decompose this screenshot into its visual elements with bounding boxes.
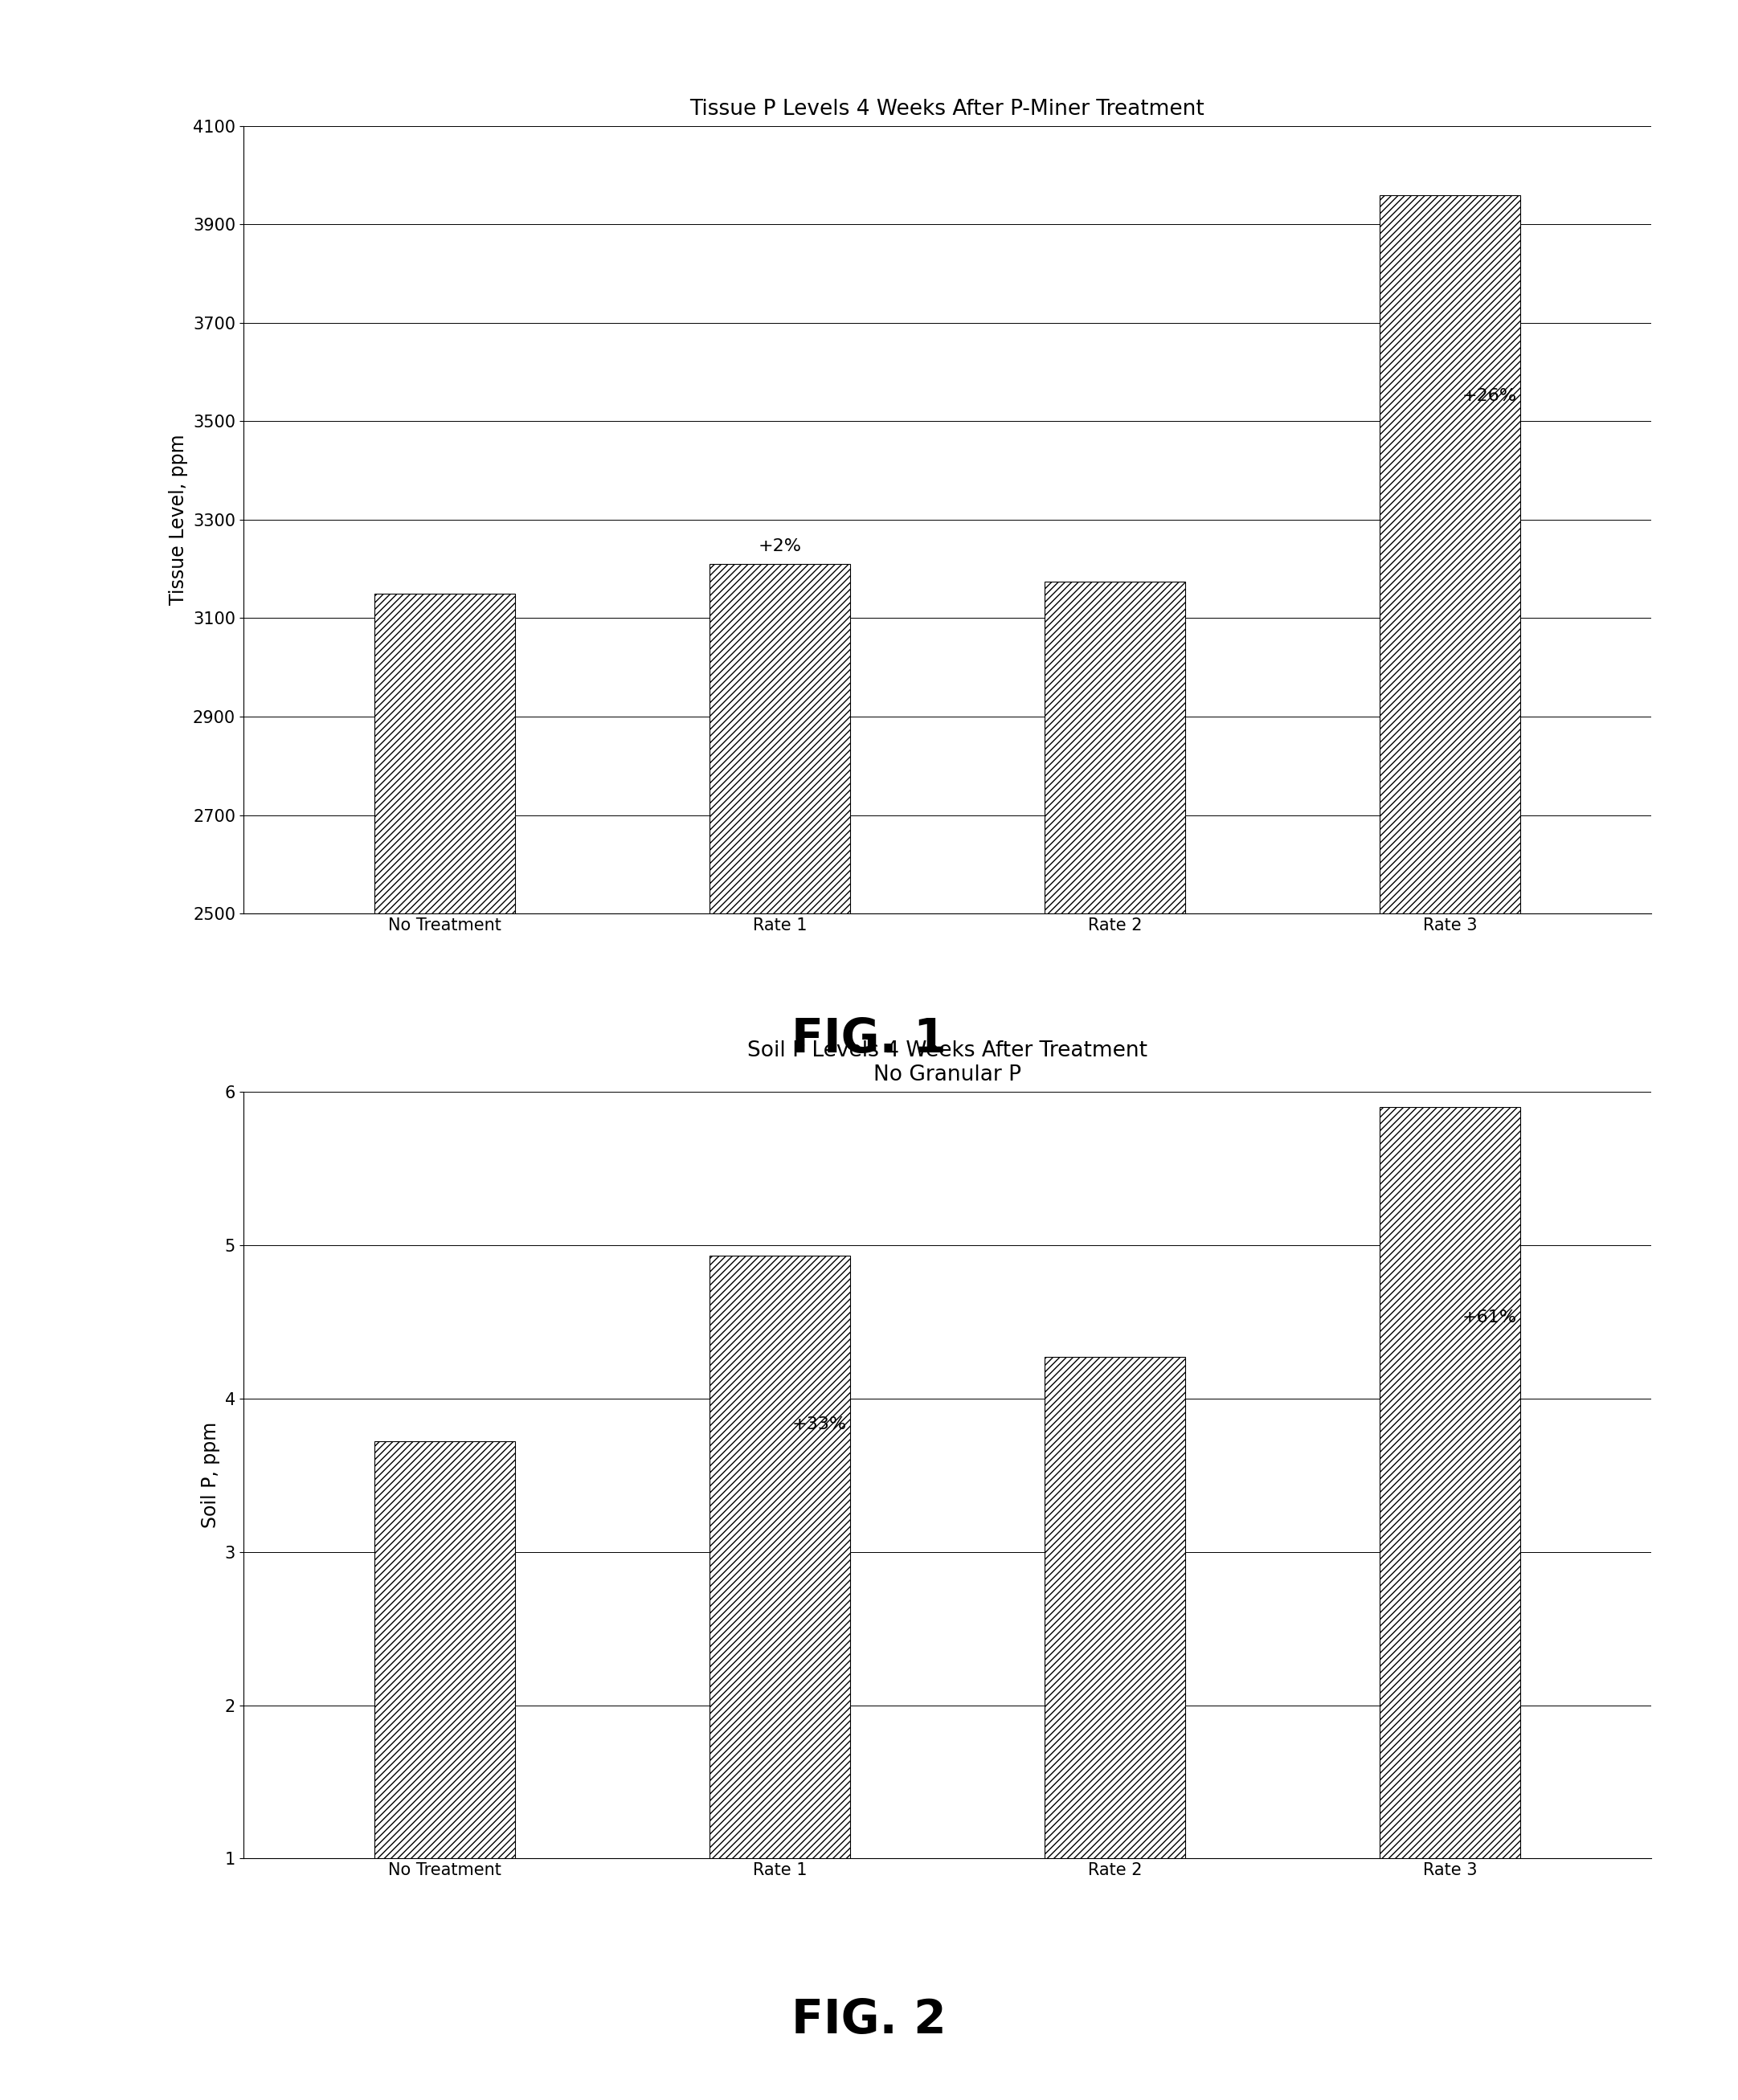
Y-axis label: Tissue Level, ppm: Tissue Level, ppm bbox=[169, 435, 188, 605]
Bar bbox=[1380, 1107, 1521, 1858]
Bar bbox=[1045, 1357, 1185, 1858]
Title: Tissue P Levels 4 Weeks After P-Miner Treatment: Tissue P Levels 4 Weeks After P-Miner Tr… bbox=[690, 99, 1204, 120]
Text: +61%: +61% bbox=[1462, 1310, 1517, 1325]
Bar bbox=[1380, 195, 1521, 913]
Text: FIG. 2: FIG. 2 bbox=[791, 1997, 947, 2043]
Text: +2%: +2% bbox=[758, 538, 801, 554]
Bar bbox=[374, 1441, 514, 1859]
Text: FIG. 1: FIG. 1 bbox=[791, 1016, 947, 1063]
Bar bbox=[1045, 582, 1185, 914]
Text: +26%: +26% bbox=[1462, 388, 1517, 403]
Bar bbox=[374, 594, 514, 914]
Y-axis label: Soil P, ppm: Soil P, ppm bbox=[202, 1422, 221, 1529]
Text: +33%: +33% bbox=[793, 1418, 846, 1432]
Bar bbox=[709, 565, 850, 914]
Title: Soil P Levels 4 Weeks After Treatment
No Granular P: Soil P Levels 4 Weeks After Treatment No… bbox=[747, 1042, 1147, 1086]
Bar bbox=[709, 1256, 850, 1859]
